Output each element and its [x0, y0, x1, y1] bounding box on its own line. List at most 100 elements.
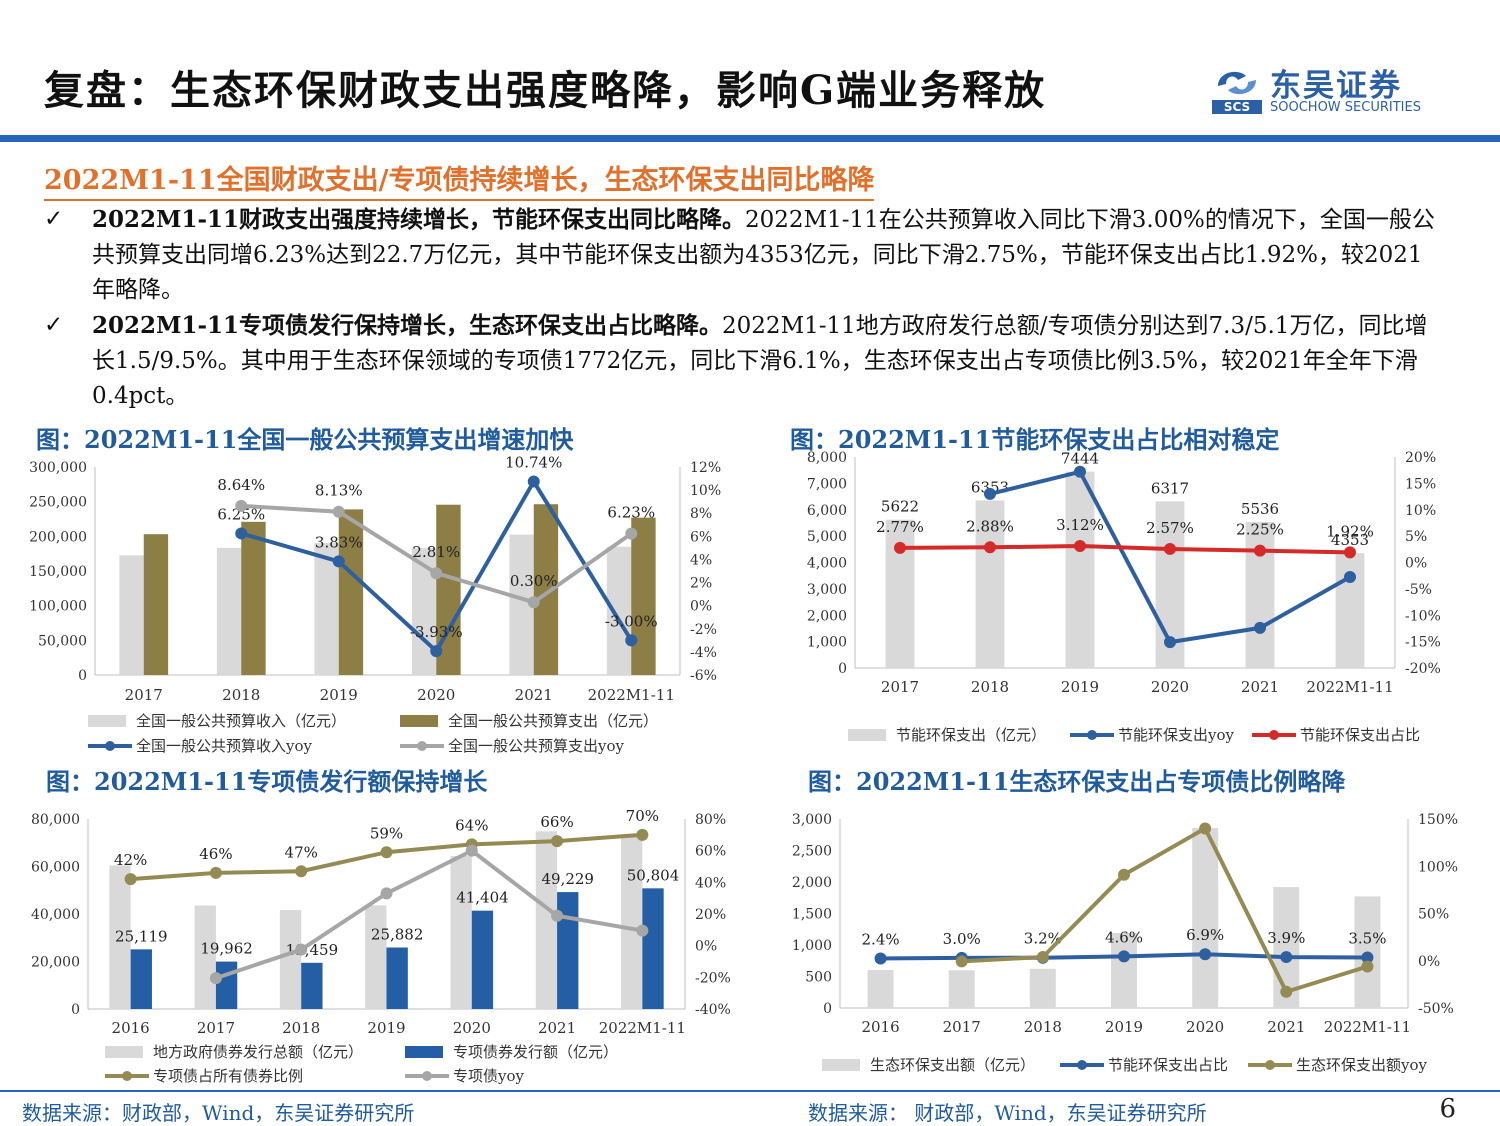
legend-label: 专项债yoy: [453, 1067, 525, 1085]
y2-tick-label: 0%: [695, 939, 717, 955]
legend-swatch: [88, 715, 126, 727]
source-note-left: 数据来源：财政部，Wind，东吴证券研究所: [22, 1101, 415, 1125]
series-point: [636, 828, 649, 841]
bar: [119, 555, 144, 675]
x-tick-label: 2022M1-11: [588, 686, 675, 704]
point-data-label: -3.00%: [605, 612, 658, 630]
bar-data-label: 5536: [1241, 500, 1279, 518]
y2-tick-label: 20%: [1405, 450, 1436, 466]
bar: [1065, 471, 1095, 668]
chart-budget-revenue-expenditure: 0 50,000 100,000 150,000 200,000 250,000 300,0…: [29, 455, 721, 755]
y2-tick-label: 100%: [1418, 859, 1458, 875]
series-point: [1164, 636, 1176, 649]
y2-tick-label: -15%: [1405, 635, 1441, 651]
y2-tick-label: 40%: [695, 875, 726, 891]
point-data-label: 3.9%: [1267, 929, 1305, 947]
series-point: [465, 844, 478, 857]
series-point: [1118, 868, 1130, 881]
bar: [557, 892, 579, 1009]
point-data-label: 2.88%: [966, 517, 1014, 535]
legend-label: 节能环保支出yoy: [1118, 726, 1235, 744]
point-data-label: 1.92%: [1326, 522, 1374, 540]
series-point: [1254, 621, 1266, 634]
bullet-1-text: 2022M1-11在公共预算收入同比下滑3.00%的情况下，全国一般公共预算支出…: [92, 207, 1435, 303]
y-tick-label: 500: [805, 970, 832, 986]
series-line: [899, 544, 1351, 555]
series-point: [209, 866, 222, 879]
bar: [1335, 553, 1365, 668]
y2-tick-label: 0%: [690, 599, 712, 615]
x-tick-label: 2019: [320, 686, 358, 704]
bar-data-label: 25,882: [371, 926, 424, 944]
point-data-label: 0.30%: [510, 572, 558, 590]
y-tick-label: 60,000: [31, 860, 80, 876]
bar: [241, 521, 266, 675]
y-tick-label: 4,000: [807, 556, 847, 572]
point-data-label: 70%: [626, 807, 659, 825]
legend-label: 生态环保支出额yoy: [1296, 1056, 1428, 1074]
x-tick-label: 2018: [282, 1019, 320, 1037]
series-point: [380, 887, 393, 900]
y2-tick-label: 10%: [690, 483, 721, 499]
legend-swatch: [405, 1046, 443, 1058]
chart-1-title: 图：2022M1-11全国一般公共预算支出增速加快: [36, 425, 574, 454]
legend-swatch-marker: [1265, 1060, 1275, 1070]
legend-swatch-marker: [122, 1071, 132, 1081]
bar: [365, 905, 387, 1009]
series-point: [1199, 948, 1212, 961]
bar-data-label: 6317: [1151, 479, 1189, 497]
series-point: [1199, 822, 1212, 835]
bar: [279, 910, 302, 1009]
legend-swatch: [105, 1046, 143, 1058]
bar-data-label: 49,229: [541, 870, 594, 888]
bar: [143, 534, 169, 675]
y2-tick-label: 5%: [1405, 529, 1427, 545]
series-point: [124, 873, 137, 886]
series-point: [235, 527, 248, 540]
legend-label: 节能环保支出占比: [1300, 726, 1420, 744]
legend-label: 节能环保支出占比: [1108, 1056, 1228, 1074]
series-point: [874, 952, 887, 965]
bar-data-label: 41,404: [456, 889, 509, 907]
legend-label: 全国一般公共预算收入（亿元）: [136, 712, 346, 730]
point-data-label: 6.9%: [1186, 926, 1224, 944]
legend-swatch: [400, 715, 438, 727]
logo-mark-icon: [1218, 71, 1256, 95]
x-tick-label: 2017: [943, 1018, 981, 1036]
logo-cn-name: 东吴证券: [1270, 68, 1402, 104]
bullet-1: ✓ 2022M1-11财政支出强度持续增长，节能环保支出同比略降。2022M1-…: [44, 202, 1444, 308]
source-note-right: 数据来源： 财政部，Wind，东吴证券研究所: [808, 1101, 1207, 1125]
bullet-1-bold: 2022M1-11财政支出强度持续增长，节能环保支出同比略降。: [92, 206, 746, 233]
series-point: [1118, 950, 1130, 963]
x-tick-label: 2016: [861, 1018, 899, 1036]
series-point: [1074, 465, 1086, 478]
y-tick-label: 2,500: [792, 844, 832, 860]
page-number: 6: [1439, 1094, 1456, 1124]
y-tick-label: 0: [823, 1001, 832, 1017]
point-data-label: 2.25%: [1236, 521, 1284, 539]
series-point: [209, 972, 222, 985]
series-point: [636, 924, 649, 937]
legend-label: 全国一般公共预算收入yoy: [136, 737, 313, 755]
x-tick-label: 2020: [453, 1019, 491, 1037]
chart-4-title: 图：2022M1-11生态环保支出占专项债比例略降: [808, 767, 1346, 796]
legend-label: 全国一般公共预算支出（亿元）: [448, 712, 658, 730]
legend-swatch-marker: [1087, 730, 1097, 740]
bar-data-label: 5622: [881, 498, 919, 516]
bullet-2-bold: 2022M1-11专项债发行保持增长，生态环保支出占比略降。: [92, 312, 723, 339]
point-data-label: 4.6%: [1105, 928, 1143, 946]
check-icon: ✓: [44, 206, 64, 232]
series-point: [1164, 542, 1176, 555]
legend-swatch: [848, 729, 886, 741]
y-tick-label: 3,000: [792, 812, 832, 828]
bar: [1029, 968, 1056, 1008]
bar: [471, 910, 494, 1009]
y2-tick-label: 12%: [690, 460, 721, 476]
x-tick-label: 2018: [1024, 1018, 1062, 1036]
point-data-label: 8.64%: [217, 476, 265, 494]
x-tick-label: 2020: [417, 686, 455, 704]
y2-tick-label: 10%: [1405, 503, 1436, 519]
point-data-label: 2.4%: [862, 930, 900, 948]
y2-tick-label: 6%: [690, 529, 712, 545]
point-data-label: 3.12%: [1056, 516, 1104, 534]
